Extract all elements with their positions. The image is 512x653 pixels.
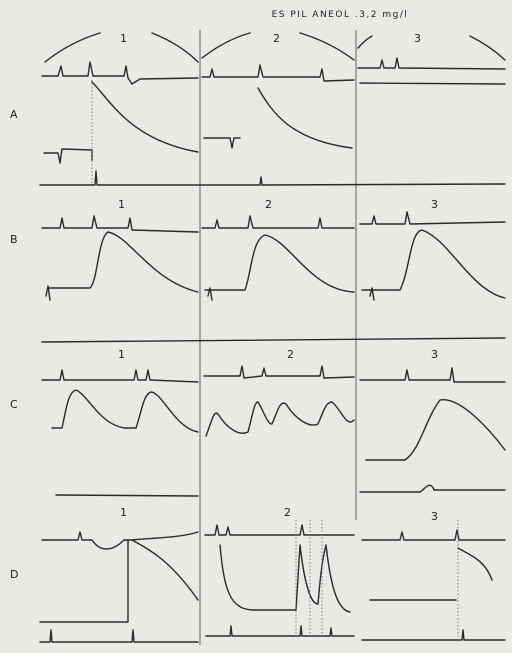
figure: ES PIL ANEOL .3,2 mg/l A B C D 1 2 3 1 2… [0, 0, 512, 653]
row-label: D [10, 568, 18, 581]
panel-number: 1 [118, 198, 125, 211]
panel-number: 3 [431, 198, 438, 211]
panel-number: 1 [118, 348, 125, 361]
panel-number: 2 [265, 198, 272, 211]
row-label: C [10, 398, 18, 411]
figure-title: ES PIL ANEOL .3,2 mg/l [272, 10, 409, 20]
panel-number: 3 [431, 348, 438, 361]
row-label: B [10, 233, 18, 246]
panel-number: 1 [120, 506, 127, 519]
paper [0, 0, 512, 653]
panel-number: 3 [431, 510, 438, 523]
panel-number: 2 [284, 506, 291, 519]
panel-number: 2 [273, 32, 280, 45]
row-label: A [10, 108, 18, 121]
panel-number: 2 [287, 348, 294, 361]
panel-number: 1 [120, 32, 127, 45]
panel-number: 3 [414, 32, 421, 45]
